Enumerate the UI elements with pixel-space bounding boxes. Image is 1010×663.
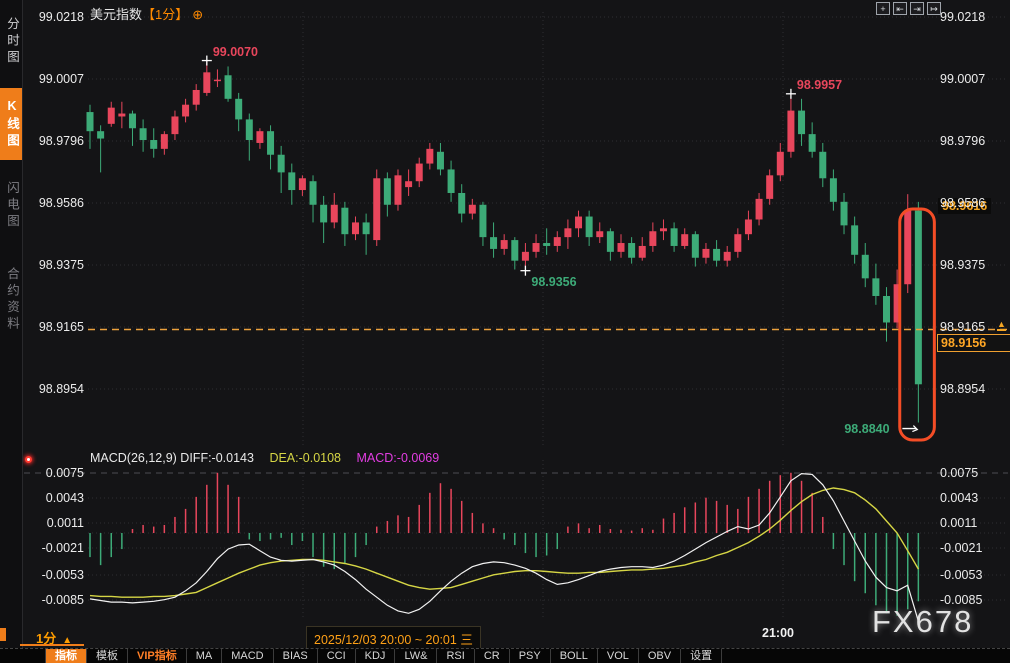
sidebar-tab-4[interactable]: 合约资料 <box>5 267 19 333</box>
alert-icon[interactable] <box>25 456 32 463</box>
toolbar-item-模板[interactable]: 模板 <box>87 649 128 663</box>
price-axis-label: 98.9375 <box>38 258 84 272</box>
price-axis-label-right: 98.8954 <box>940 382 986 396</box>
indicator-toolbar: 指标 模板 VIP指标 MA MACD BIAS CCI KDJ LW& RSI CR PSY BOLL… <box>0 648 1010 663</box>
toolbar-item-LW&[interactable]: LW& <box>395 649 438 663</box>
sidebar-tab-3[interactable]: 闪电图 <box>5 181 19 231</box>
macd-axis-label: 0.0075 <box>45 466 84 480</box>
price-axis-label-right: 98.9375 <box>940 258 986 272</box>
price-axis-label-right: 98.9796 <box>940 134 986 148</box>
macd-axis-label-right: -0.0053 <box>940 568 983 582</box>
extreme-markers <box>201 55 919 433</box>
toolbar-item-指标[interactable]: 指标 <box>45 649 87 663</box>
interval-tag[interactable]: 【1分】 <box>142 7 189 22</box>
toolbar-item-VIP指标[interactable]: VIP指标 <box>128 649 187 663</box>
macd-axis-label-right: 0.0075 <box>940 466 979 480</box>
toolbar-item-CR[interactable]: CR <box>475 649 510 663</box>
price-up-arrow-icon[interactable]: ▲ <box>997 319 1006 331</box>
toolbar-item-BOLL[interactable]: BOLL <box>551 649 598 663</box>
timeframe-label: 1分 <box>36 631 57 646</box>
current-price-label: 98.9156 <box>937 333 1010 352</box>
macd-panel <box>89 472 920 622</box>
price-axis-label: 98.9165 <box>38 320 84 334</box>
candlesticks <box>86 60 922 423</box>
timeframe-arrow-icon: ▲ <box>62 635 73 646</box>
scroll-left-icon[interactable]: ⇤ <box>893 2 907 15</box>
macd-axis-label: -0.0021 <box>41 541 84 555</box>
price-annotation: 98.9356 <box>531 274 577 289</box>
timeframe-selector[interactable]: 1分 ▲ <box>36 628 72 647</box>
toolbar-item-OBV[interactable]: OBV <box>639 649 682 663</box>
price-axis-label: 99.0007 <box>38 72 84 86</box>
macd-axis-label-right: 0.0011 <box>940 516 978 530</box>
toolbar-item-PSY[interactable]: PSY <box>510 649 551 663</box>
timeframe-underline <box>20 644 84 646</box>
price-axis-label-right: 98.9586 <box>940 196 986 210</box>
datetime-readout: 2025/12/03 20:00 ~ 20:01 三 <box>306 626 481 651</box>
toolbar-item-CCI[interactable]: CCI <box>318 649 356 663</box>
price-annotation: 99.0070 <box>212 44 258 59</box>
macd-axis-label: -0.0085 <box>41 593 84 607</box>
instrument-name: 美元指数 <box>90 7 143 22</box>
sidebar-tab-2[interactable]: K线图 <box>0 88 22 160</box>
price-axis-label: 99.0218 <box>38 10 84 24</box>
watermark-logo: FX678 <box>872 604 974 639</box>
toolbar-item-VOL[interactable]: VOL <box>598 649 639 663</box>
sidebar-tab-1[interactable]: 分时图 <box>5 17 19 67</box>
scroll-right-icon[interactable]: ⇥ <box>910 2 924 15</box>
grid-lines <box>24 12 1008 617</box>
add-indicator-icon[interactable]: ⊕ <box>192 7 204 22</box>
macd-axis-label: 0.0011 <box>46 516 84 530</box>
price-axis-label: 98.8954 <box>38 382 84 396</box>
macd-value: MACD:-0.0069 <box>356 451 440 465</box>
crosshair-icon[interactable]: + <box>876 2 890 15</box>
window-controls: + ⇤ ⇥ ↦ <box>876 2 941 15</box>
macd-axis-label-right: -0.0085 <box>940 593 983 607</box>
toolbar-item-BIAS[interactable]: BIAS <box>274 649 318 663</box>
dea-line <box>89 487 920 598</box>
highlight-box <box>898 207 936 442</box>
price-axis-label: 98.9586 <box>38 196 84 210</box>
diff-line <box>89 472 919 622</box>
macd-axis-label: -0.0053 <box>41 568 84 582</box>
pan-right-icon[interactable]: ↦ <box>927 2 941 15</box>
price-axis-label-right: 99.0218 <box>940 10 986 24</box>
toolbar-item-设置[interactable]: 设置 <box>681 649 723 663</box>
price-annotation: 98.9957 <box>796 77 843 92</box>
toolbar-item-MACD[interactable]: MACD <box>222 649 274 663</box>
macd-dea-value: DEA:-0.0108 <box>269 451 342 465</box>
chart-title: 美元指数【1分】 ⊕ <box>90 4 203 23</box>
status-accent-square <box>0 628 6 641</box>
macd-axis-label-right: -0.0021 <box>940 541 983 555</box>
chart-type-sidebar: 分时图 K线图闪电图合约资料 <box>0 0 23 648</box>
time-axis-label: 21:00 <box>762 626 794 640</box>
price-axis-label-right: 98.9165 <box>940 320 986 334</box>
toolbar-item-KDJ[interactable]: KDJ <box>356 649 396 663</box>
price-axis-label: 98.9796 <box>38 134 84 148</box>
macd-header: MACD(26,12,9) DIFF:-0.0143 DEA:-0.0108 M… <box>90 451 439 465</box>
macd-axis-label-right: 0.0043 <box>940 491 979 505</box>
price-annotation: 98.8840 <box>844 421 890 436</box>
toolbar-item-RSI[interactable]: RSI <box>437 649 475 663</box>
session-high-label: 98.9616 <box>938 198 992 215</box>
macd-params-diff: MACD(26,12,9) DIFF:-0.0143 <box>90 451 254 465</box>
price-axis-label-right: 99.0007 <box>940 72 986 86</box>
toolbar-item-MA[interactable]: MA <box>187 649 223 663</box>
macd-axis-label: 0.0043 <box>45 491 84 505</box>
